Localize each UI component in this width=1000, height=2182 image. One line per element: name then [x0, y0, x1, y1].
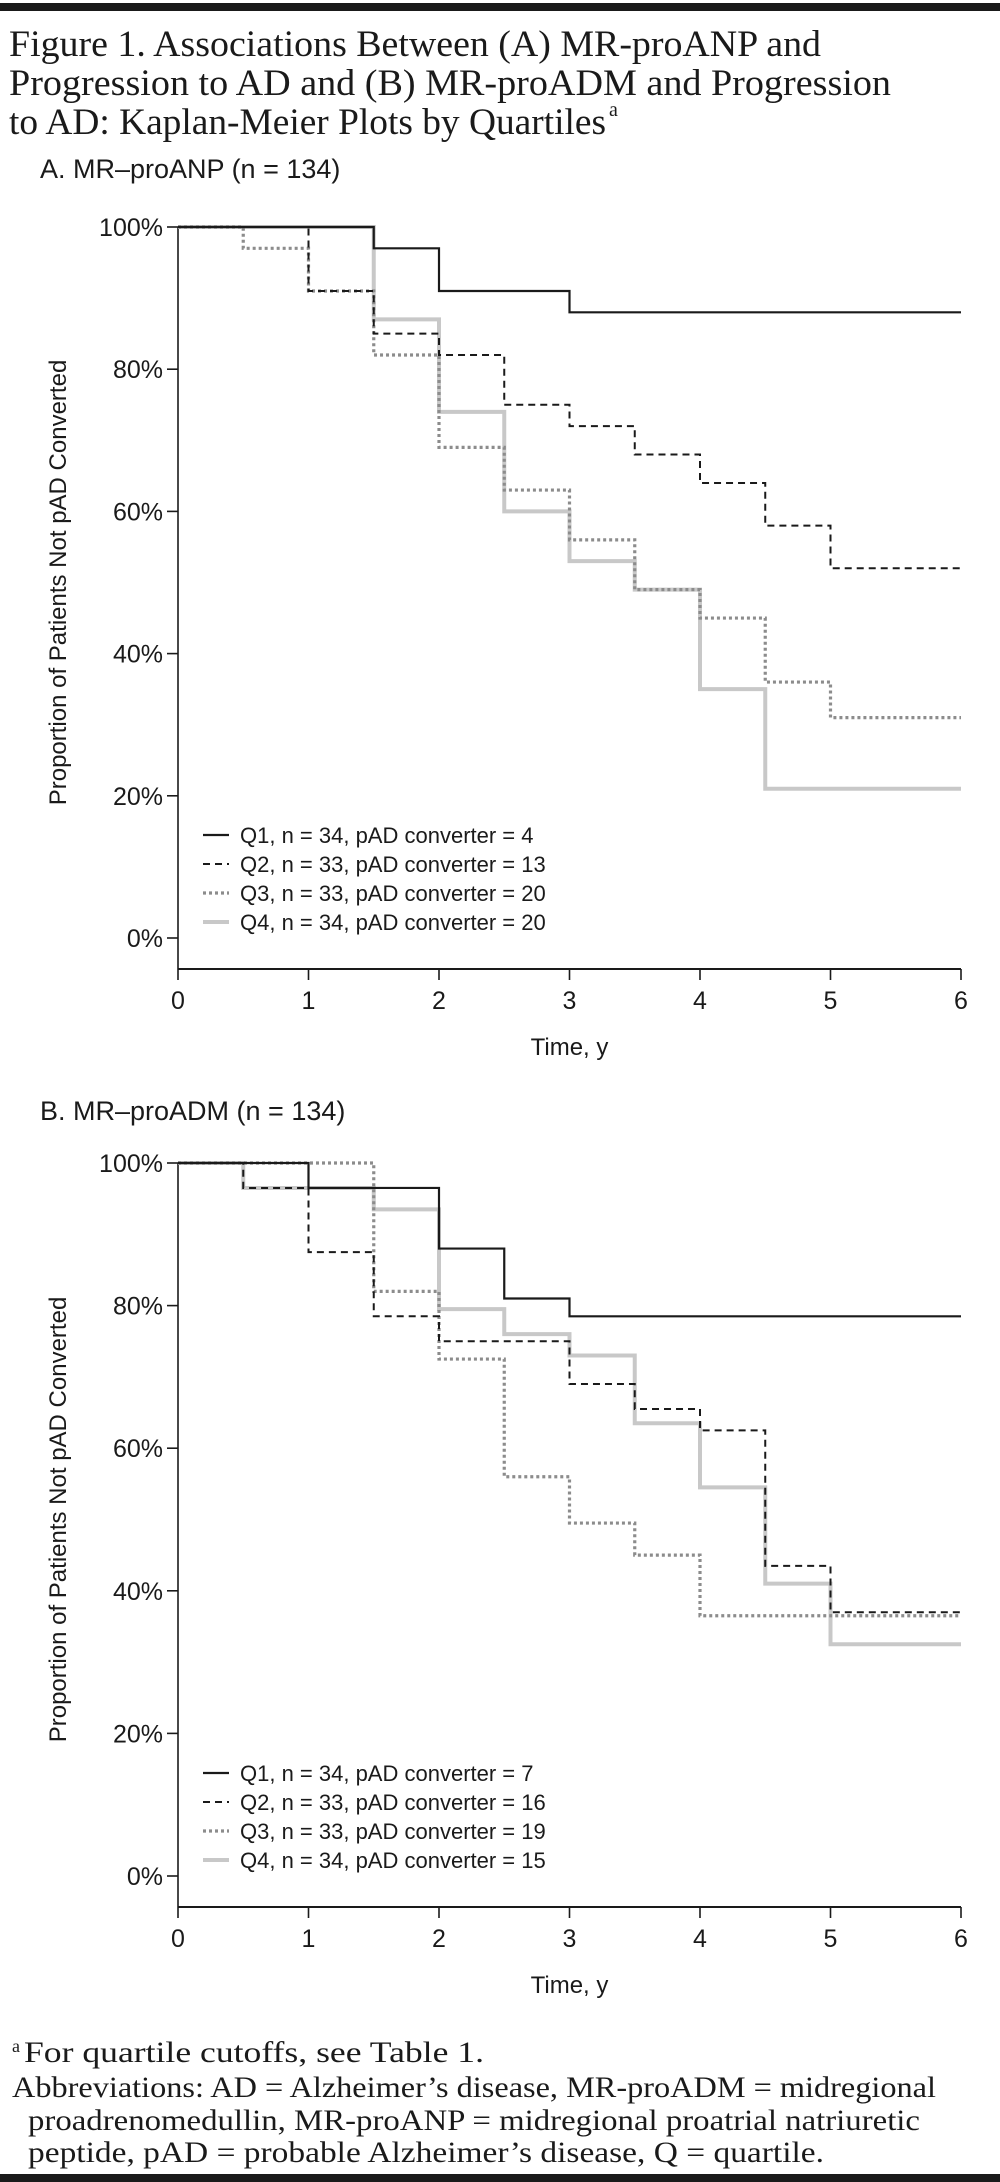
footnote-text: For quartile cutoffs, see Table 1. — [24, 2036, 484, 2069]
x-tick-label: 6 — [954, 987, 968, 1015]
km-curve-q2 — [178, 226, 961, 570]
x-tick-label: 0 — [171, 987, 185, 1015]
x-tick-label: 3 — [563, 1925, 577, 1953]
x-tick-label: 0 — [171, 1925, 185, 1953]
title-superscript: a — [609, 99, 618, 121]
km-curve-q1 — [178, 225, 961, 314]
legend-label-q4: Q4, n = 34, pAD converter = 15 — [240, 1848, 546, 1873]
x-tick-label: 3 — [563, 987, 577, 1015]
title-line-1: Figure 1. Associations Between (A) MR-pr… — [9, 24, 822, 65]
legend-label-q4: Q4, n = 34, pAD converter = 20 — [240, 910, 546, 935]
y-tick-label: 100% — [99, 1150, 163, 1178]
x-tick-label: 1 — [302, 1925, 316, 1953]
km-curve-q2 — [178, 1162, 961, 1614]
km-curve-q1 — [178, 1161, 961, 1318]
x-tick-label: 4 — [693, 1925, 707, 1953]
abbreviations-line-1: Abbreviations: AD = Alzheimer’s disease,… — [12, 2071, 936, 2104]
x-axis-label: Time, y — [531, 1972, 609, 1999]
y-axis-label: Proportion of Patients Not pAD Converted — [45, 1297, 72, 1743]
km-curve-q4 — [178, 1161, 961, 1647]
panel-title: A. MR–proANP (n = 134) — [40, 154, 340, 184]
title-line-3: to AD: Kaplan-Meier Plots by Quartiles — [9, 102, 606, 143]
x-tick-label: 2 — [432, 987, 446, 1015]
legend-label-q2: Q2, n = 33, pAD converter = 13 — [240, 852, 546, 877]
x-tick-label: 5 — [824, 987, 838, 1015]
x-tick-label: 2 — [432, 1925, 446, 1953]
y-tick-label: 0% — [127, 1863, 163, 1891]
x-tick-label: 5 — [824, 1925, 838, 1953]
top-rule — [0, 3, 1000, 11]
legend-label-q1: Q1, n = 34, pAD converter = 4 — [240, 823, 534, 848]
abbreviations-line-3: peptide, pAD = probable Alzheimer’s dise… — [28, 2136, 824, 2169]
x-tick-label: 4 — [693, 987, 707, 1015]
footnotes: a For quartile cutoffs, see Table 1. Abb… — [12, 2036, 936, 2169]
km-curve-q3 — [178, 1161, 961, 1618]
km-curve-q3 — [178, 225, 961, 720]
chart-panel-a: A. MR–proANP (n = 134) Proportion of Pati… — [40, 154, 968, 1061]
x-tick-label: 1 — [302, 987, 316, 1015]
y-tick-label: 40% — [113, 641, 163, 669]
y-axis-label: Proportion of Patients Not pAD Converted — [45, 360, 72, 806]
y-tick-label: 0% — [127, 925, 163, 953]
y-tick-label: 80% — [113, 356, 163, 384]
abbreviations-line-2: proadrenomedullin, MR-proANP = midregion… — [28, 2104, 920, 2137]
legend-label-q2: Q2, n = 33, pAD converter = 16 — [240, 1790, 546, 1815]
bottom-rule — [0, 2174, 1000, 2182]
km-curve-q4 — [178, 225, 961, 791]
y-tick-label: 20% — [113, 783, 163, 811]
title-line-2: Progression to AD and (B) MR-proADM and … — [9, 63, 891, 104]
figure-title: Figure 1. Associations Between (A) MR-pr… — [9, 24, 891, 143]
legend-label-q1: Q1, n = 34, pAD converter = 7 — [240, 1761, 534, 1786]
x-tick-label: 6 — [954, 1925, 968, 1953]
x-axis-label: Time, y — [531, 1034, 609, 1061]
panel-title: B. MR–proADM (n = 134) — [40, 1096, 345, 1126]
y-tick-label: 100% — [99, 214, 163, 242]
chart-panel-b: B. MR–proADM (n = 134) Proportion of Pati… — [40, 1096, 968, 1999]
footnote-marker: a — [12, 2036, 20, 2056]
y-tick-label: 80% — [113, 1293, 163, 1321]
legend-label-q3: Q3, n = 33, pAD converter = 20 — [240, 881, 546, 906]
y-tick-label: 60% — [113, 1435, 163, 1463]
legend-label-q3: Q3, n = 33, pAD converter = 19 — [240, 1819, 546, 1844]
y-tick-label: 20% — [113, 1720, 163, 1748]
y-tick-label: 40% — [113, 1578, 163, 1606]
y-tick-label: 60% — [113, 498, 163, 526]
